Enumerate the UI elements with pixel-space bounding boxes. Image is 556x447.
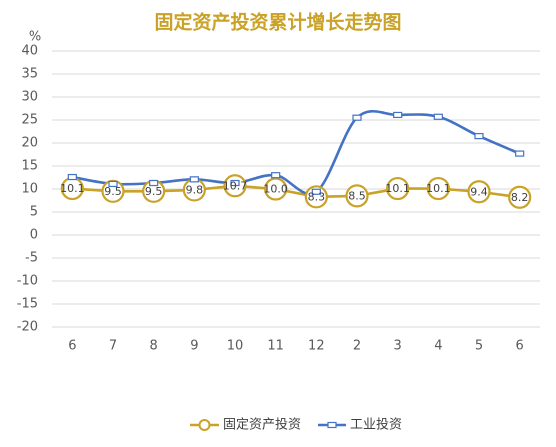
x-tick-label: 9 (190, 339, 198, 354)
x-tick-label: 6 (68, 339, 76, 354)
legend-entry-series-1: 工业投资 (318, 417, 402, 433)
data-point-circle (264, 177, 288, 201)
x-tick-label: 3 (394, 339, 402, 354)
x-tick-label: 7 (109, 339, 117, 354)
legend-label: 固定资产投资 (223, 417, 301, 433)
y-axis-tick-labels: 40 35 30 25 20 15 10 5 0 -5 -10 -15 -20 (17, 44, 38, 335)
legend-square-marker (327, 421, 337, 429)
data-label: 10.1 (385, 182, 410, 195)
data-label: 9.5 (104, 185, 122, 198)
data-label: 10.1 (426, 182, 451, 195)
y-tick-label: 40 (21, 44, 38, 59)
data-point-square (474, 133, 484, 140)
y-axis-unit-label: % (29, 30, 41, 45)
data-label: 8.5 (348, 189, 366, 202)
x-tick-label: 12 (308, 339, 325, 354)
y-tick-label: -15 (17, 297, 38, 312)
data-point-square (311, 188, 321, 195)
data-label: 8.2 (511, 191, 529, 204)
y-tick-label: 25 (21, 113, 38, 128)
data-point-square (230, 179, 240, 187)
y-tick-label: 5 (30, 205, 38, 220)
data-point-circle (386, 176, 410, 201)
data-label: 9.8 (186, 183, 204, 196)
data-label: 10.0 (263, 183, 288, 196)
y-tick-label: 0 (30, 228, 38, 243)
legend-label: 工业投资 (350, 417, 402, 433)
data-label: 9.4 (470, 185, 488, 198)
gridlines (52, 50, 540, 328)
data-label: 10.7 (223, 179, 248, 192)
y-tick-label: 15 (21, 159, 38, 174)
data-point-circle (101, 179, 125, 203)
data-labels: 10.1 9.5 9.5 9.8 10.7 10.0 8.3 8.5 10.1 10.1 9.4 8.… (60, 179, 528, 204)
y-tick-label: 20 (21, 136, 38, 151)
data-point-square (393, 111, 403, 119)
data-point-circle (304, 185, 328, 209)
data-label: 9.5 (145, 185, 163, 198)
x-tick-label: 5 (475, 339, 483, 354)
data-point-circle (467, 180, 491, 204)
x-tick-label: 10 (227, 339, 244, 354)
chart-title: 固定资产投资累计增长走势图 (154, 11, 401, 34)
data-point-square (515, 150, 525, 157)
legend: 固定资产投资 工业投资 (190, 417, 402, 433)
y-tick-label: -20 (17, 320, 38, 335)
x-tick-label: 11 (267, 339, 284, 354)
data-label: 8.3 (308, 190, 326, 203)
data-point-square (108, 180, 118, 188)
data-point-square (67, 173, 77, 181)
data-point-square (149, 179, 159, 187)
x-tick-label: 2 (353, 339, 361, 354)
y-tick-label: -5 (25, 251, 38, 266)
x-tick-label: 8 (150, 339, 158, 354)
data-point-square (189, 176, 199, 183)
y-tick-label: 30 (21, 90, 38, 105)
data-point-circle (508, 185, 532, 209)
data-label: 10.1 (60, 182, 85, 195)
data-point-circle (426, 176, 450, 201)
y-tick-label: 35 (21, 67, 38, 82)
x-tick-label: 4 (434, 339, 442, 354)
data-point-circle (345, 184, 369, 208)
legend-circle-marker (198, 419, 211, 431)
series-markers (60, 111, 532, 209)
data-point-square (433, 113, 443, 120)
data-point-square (352, 114, 362, 121)
y-tick-label: 10 (21, 182, 38, 197)
data-point-square (271, 172, 281, 179)
x-tick-label: 6 (516, 339, 524, 354)
legend-entry-series-0: 固定资产投资 (190, 417, 301, 433)
x-axis-tick-labels: 6 7 8 9 10 11 12 2 3 4 5 6 (68, 339, 524, 354)
y-tick-label: -10 (17, 274, 38, 289)
